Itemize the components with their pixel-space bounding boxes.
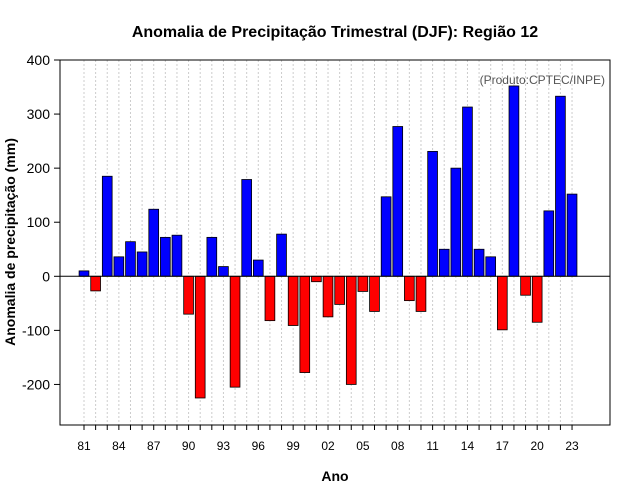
y-tick-label: 400 — [27, 52, 51, 68]
chart-title: Anomalia de Precipitação Trimestral (DJF… — [132, 24, 538, 41]
x-tick-label: 93 — [217, 439, 231, 453]
x-tick-label: 23 — [565, 439, 579, 453]
bar-2012 — [438, 248, 450, 277]
x-tick-label: 11 — [426, 439, 439, 453]
bar-2007 — [380, 196, 392, 277]
y-tick-label: 0 — [42, 268, 50, 284]
bar-2008 — [392, 126, 404, 277]
x-tick-label: 05 — [356, 439, 370, 453]
bar-2010 — [415, 275, 427, 312]
bar-1995 — [241, 179, 252, 277]
bar-2011 — [427, 150, 438, 277]
bar-1999 — [287, 275, 299, 326]
y-tick-label: -200 — [22, 376, 50, 392]
bar-2009 — [404, 275, 415, 302]
bar-2014 — [462, 106, 473, 277]
plot-frame — [59, 59, 611, 426]
bar-1994 — [229, 275, 241, 388]
y-axis: -200 -100 0 100 200 300 400 — [22, 52, 60, 392]
bar-1984 — [113, 256, 125, 277]
y-tick-label: 200 — [27, 160, 51, 176]
bar-1985 — [125, 241, 136, 277]
bar-2004 — [345, 275, 357, 385]
x-tick-label: 81 — [77, 439, 91, 453]
bar-1997 — [264, 275, 276, 322]
bar-2019 — [520, 275, 531, 296]
x-tick-label: 20 — [531, 439, 545, 453]
x-tick-label: 87 — [147, 439, 161, 453]
bar-2002 — [322, 275, 334, 318]
bar-2006 — [369, 275, 380, 312]
bar-2003 — [334, 275, 345, 305]
x-tick-label: 14 — [461, 439, 475, 453]
bar-1986 — [136, 251, 148, 277]
y-tick-label: 100 — [27, 214, 51, 230]
bar-1992 — [206, 236, 218, 277]
bar-1990 — [183, 275, 194, 315]
bar-2022 — [555, 95, 566, 277]
bar-1991 — [194, 275, 206, 399]
x-axis-title: Ano — [321, 468, 348, 484]
bar-2017 — [497, 275, 508, 331]
bar-2015 — [473, 248, 485, 277]
y-tick-label: 300 — [27, 106, 51, 122]
x-axis: 81 84 87 90 93 96 99 02 05 08 11 14 17 20 23 — [77, 425, 579, 453]
bar-1988 — [160, 236, 171, 277]
y-axis-title: Anomalia de precipitação (mm) — [2, 138, 18, 346]
bars — [78, 85, 578, 399]
x-tick-label: 17 — [496, 439, 510, 453]
bar-1982 — [90, 275, 101, 292]
bar-2016 — [485, 256, 496, 277]
grid-lines — [83, 60, 573, 425]
y-tick-label: -100 — [22, 322, 50, 338]
bar-2000 — [299, 275, 311, 373]
bar-1989 — [171, 234, 183, 277]
bar-2021 — [543, 210, 555, 277]
x-tick-label: 84 — [112, 439, 126, 453]
credit-annotation: (Produto:CPTEC/INPE) — [480, 73, 605, 87]
bar-2020 — [531, 275, 543, 323]
bar-1983 — [101, 175, 113, 277]
bar-2001 — [311, 275, 322, 283]
bar-2018 — [508, 85, 520, 277]
bar-2013 — [450, 167, 462, 277]
x-tick-label: 02 — [321, 439, 335, 453]
bar-2023 — [566, 193, 578, 277]
bar-1981 — [78, 270, 90, 277]
bar-1996 — [252, 259, 264, 277]
x-tick-label: 08 — [391, 439, 405, 453]
bar-1998 — [276, 233, 287, 277]
bar-2005 — [357, 275, 369, 292]
x-tick-label: 90 — [182, 439, 196, 453]
x-tick-label: 96 — [252, 439, 266, 453]
x-tick-label: 99 — [286, 439, 300, 453]
bar-1987 — [148, 208, 160, 277]
bar-1993 — [218, 266, 229, 277]
